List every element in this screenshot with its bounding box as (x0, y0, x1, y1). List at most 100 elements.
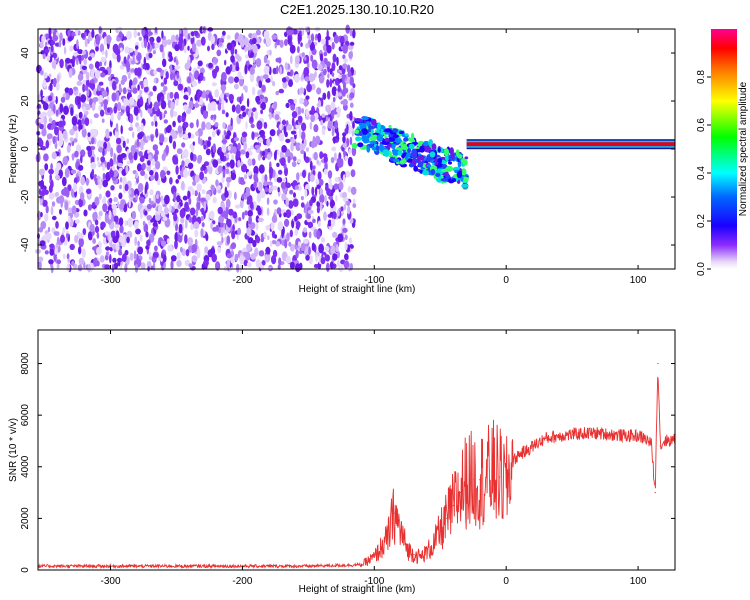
spectrogram-noise-cell (342, 174, 346, 183)
spectrogram-noise-cell (83, 58, 87, 66)
spectrogram-noise-cell (49, 173, 52, 181)
spectrogram-noise-cell (71, 31, 77, 37)
spectrogram-noise-cell (138, 36, 142, 41)
snr-data-point (545, 437, 547, 439)
spectrogram-noise-cell (192, 180, 197, 186)
spectrogram-noise-cell (249, 116, 254, 123)
spectrogram-noise-cell (199, 171, 205, 181)
spectrogram-noise-cell (222, 169, 226, 178)
spectrogram-noise-cell (262, 156, 266, 161)
spectrogram-noise-cell (349, 29, 353, 37)
spectrogram-x-tick-label: 100 (630, 275, 647, 286)
spectrogram-noise-cell (102, 203, 108, 213)
spectrogram-noise-cell (189, 143, 194, 150)
spectrogram-noise-cell (67, 207, 73, 214)
spectrogram-noise-cell (316, 230, 321, 240)
spectrogram-noise-cell (82, 83, 86, 93)
spectrogram-noise-cell (113, 215, 119, 223)
spectrogram-noise-cell (232, 211, 238, 219)
spectrogram-noise-cell (91, 168, 95, 177)
spectrogram-noise-cell (202, 110, 208, 119)
spectrogram-noise-cell (273, 199, 278, 205)
spectrogram-noise-cell (197, 154, 202, 164)
spectrogram-noise-cell (244, 210, 248, 216)
spectrogram-noise-cell (141, 41, 145, 49)
spectrogram-noise-cell (306, 83, 312, 93)
spectrogram-noise-cell (215, 224, 220, 232)
spectrogram-noise-cell (327, 90, 331, 100)
spectrogram-noise-cell (281, 120, 287, 125)
spectrogram-noise-cell (327, 120, 333, 129)
snr-data-point (571, 433, 573, 436)
spectrogram-noise-cell (316, 201, 321, 208)
spectrogram-noise-cell (122, 140, 126, 148)
spectrogram-noise-cell (264, 186, 269, 193)
spectrogram-noise-cell (161, 153, 166, 161)
spectrogram-noise-cell (318, 243, 324, 254)
spectrogram-noise-cell (235, 65, 240, 72)
spectrogram-noise-cell (336, 107, 342, 114)
spectrogram-noise-cell (175, 34, 179, 41)
spectrogram-noise-cell (54, 247, 58, 255)
spectrogram-noise-cell (278, 88, 285, 94)
spectrogram-noise-cell (197, 90, 203, 96)
spectrogram-noise-cell (187, 162, 194, 169)
spectrogram-noise-cell (121, 253, 127, 262)
spectrogram-noise-cell (49, 243, 55, 248)
spectrogram-noise-cell (140, 144, 144, 151)
snr-data-point (439, 530, 441, 532)
spectrogram-noise-cell (320, 256, 326, 265)
spectrogram-noise-cell (128, 152, 133, 161)
spectrogram-noise-cell (173, 80, 179, 87)
spectrogram-noise-cell (241, 163, 247, 173)
spectrogram-noise-cell (291, 138, 296, 144)
spectrogram-noise-cell (331, 129, 335, 137)
spectrogram-noise-cell (87, 263, 91, 273)
spectrogram-noise-cell (154, 171, 159, 182)
spectrogram-noise-cell (221, 109, 226, 115)
spectrogram-noise-cell (335, 195, 338, 202)
carrier-band-core (466, 142, 675, 147)
spectrogram-noise-cell (294, 228, 299, 236)
spectrogram-noise-cell (201, 121, 206, 131)
spectrogram-noise-cell (175, 222, 178, 232)
spectrogram-noise-cell (309, 160, 313, 171)
spectrogram-noise-cell (169, 91, 174, 99)
spectrogram-noise-cell (263, 55, 268, 64)
spectrogram-noise-cell (273, 101, 277, 111)
snr-data-point (512, 461, 514, 463)
spectrogram-noise-cell (56, 259, 62, 265)
spectrogram-transition-cell (443, 148, 450, 157)
spectrogram-x-ticks: -300 -200 -100 0 100 (101, 29, 647, 286)
spectrogram-noise-cell (109, 131, 112, 137)
spectrogram-noise-cell (125, 98, 130, 108)
spectrogram-noise-cell (211, 43, 215, 51)
spectrogram-noise-cell (190, 134, 195, 139)
spectrogram-noise-cell (52, 77, 57, 88)
spectrogram-noise-cell (328, 182, 333, 191)
spectrogram-noise-cell (241, 93, 244, 102)
spectrogram-noise-cell (54, 126, 59, 136)
spectrogram-noise-cell (268, 187, 273, 194)
spectrogram-noise-cell (134, 236, 138, 246)
spectrogram-transition-cell (376, 134, 384, 142)
spectrogram-transition-cell (379, 143, 384, 152)
spectrogram-noise-cell (47, 109, 53, 118)
spectrogram-noise-cell (345, 170, 351, 178)
spectrogram-noise-cell (190, 31, 195, 37)
spectrogram-transition-cell (392, 134, 400, 139)
spectrogram-noise-cell (111, 203, 118, 210)
spectrogram-noise-cell (253, 181, 257, 189)
colorbar-tick-label: 0.6 (696, 118, 707, 132)
spectrogram-noise-cell (166, 92, 170, 101)
spectrogram-noise-cell (237, 227, 242, 235)
spectrogram-noise-cell (245, 151, 250, 159)
spectrogram-noise-cell (128, 127, 134, 131)
spectrogram-noise-cell (329, 78, 333, 88)
spectrogram-noise-cell (48, 27, 52, 37)
spectrogram-noise-cell (151, 158, 155, 166)
spectrogram-noise-cell (352, 29, 356, 39)
spectrogram-noise-cell (263, 121, 268, 129)
spectrogram-noise-cell (176, 260, 182, 267)
spectrogram-transition-cell (372, 147, 377, 151)
